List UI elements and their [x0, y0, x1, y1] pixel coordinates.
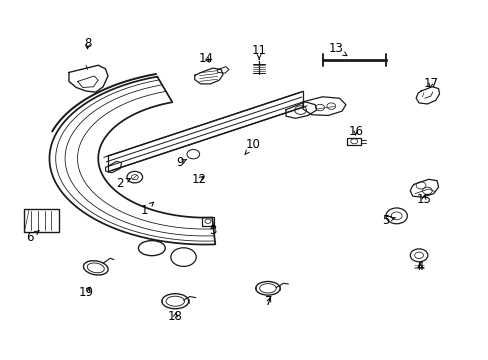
Text: 14: 14	[199, 51, 214, 64]
Text: 9: 9	[176, 156, 186, 169]
Text: 12: 12	[192, 173, 207, 186]
Text: 6: 6	[26, 231, 39, 244]
Text: 2: 2	[116, 177, 130, 190]
Text: 7: 7	[264, 296, 272, 309]
Text: 10: 10	[244, 138, 260, 154]
Text: 1: 1	[141, 202, 153, 217]
Text: 15: 15	[416, 193, 430, 206]
Text: 16: 16	[347, 125, 363, 138]
Text: 13: 13	[328, 42, 346, 56]
Text: 4: 4	[415, 260, 423, 273]
Text: 18: 18	[167, 310, 183, 324]
Text: 8: 8	[83, 37, 91, 50]
Text: 11: 11	[251, 44, 266, 59]
Text: 19: 19	[79, 287, 93, 300]
Text: 3: 3	[209, 224, 216, 237]
Text: 5: 5	[382, 214, 394, 227]
Text: 17: 17	[423, 77, 437, 90]
